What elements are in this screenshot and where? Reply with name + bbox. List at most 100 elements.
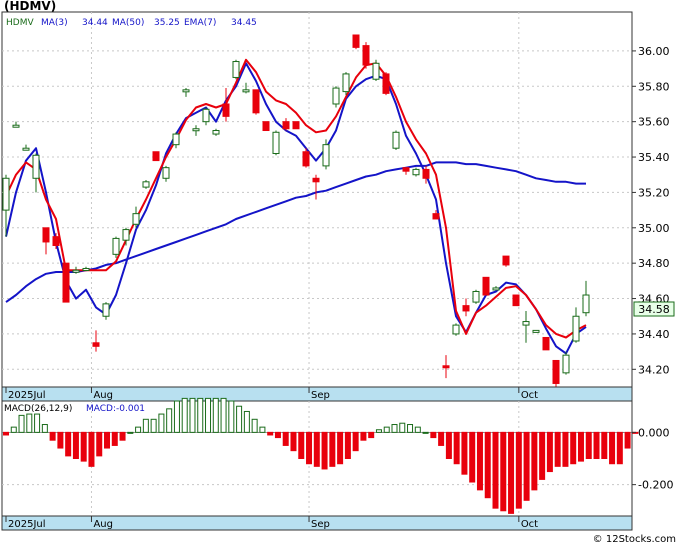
macd-bar [531,431,538,491]
candle-body [432,213,440,220]
macd-bar [438,431,445,446]
macd-bar [205,397,212,433]
macd-bar [500,431,507,512]
candle-body [262,121,270,132]
macd-bar [236,405,243,433]
macd-bar [197,397,204,433]
candle-body [332,87,340,105]
macd-bar [321,431,328,470]
price-ytick-label: 36.00 [638,45,670,58]
candle-body [222,103,230,117]
macd-bar [515,431,522,509]
candle-body [212,130,220,135]
candle-body [402,167,410,172]
price-candles [2,34,590,387]
candle-body [462,305,470,312]
candle-body [482,276,490,296]
legend-ema7-label: EMA(7) [184,18,216,28]
candle-body [102,303,110,317]
candle-body [472,290,480,303]
macd-bar [360,431,367,441]
macd-xtick-label: 2025Jul [8,519,46,530]
candle-body [32,154,40,179]
price-x-axis: 2025Jul Aug Sep Oct [5,387,538,401]
price-xtick-label: Oct [521,390,538,401]
price-y-axis: 36.0035.8035.6035.4035.2035.0034.8034.60… [632,45,670,376]
price-ytick-label: 35.20 [638,186,670,199]
macd-bar [562,431,569,467]
macd-bar [57,431,64,449]
macd-bar [484,431,491,499]
macd-bar [469,431,476,483]
price-ytick-label: 35.80 [638,80,670,93]
macd-xtick-label: Sep [311,519,330,530]
series-line-ema7 [5,58,587,339]
macd-bar [18,414,25,433]
candle-body [312,177,320,183]
macd-bar [228,400,235,433]
macd-bar [173,400,180,433]
candle-body [282,121,290,130]
macd-bar [593,431,600,460]
candle-body [112,237,120,255]
macd-bar [88,431,95,467]
candle-body [452,324,460,335]
macd-bar [259,426,266,433]
candle-body [82,267,90,271]
macd-value: MACD:-0.001 [86,404,145,414]
macd-bar [368,431,375,439]
macd-bars [3,397,639,514]
macd-bar [3,431,9,436]
candle-body [502,255,510,266]
macd-bar [492,431,499,509]
candle-body [292,121,300,130]
legend-ma3-value: 34.44 [82,18,108,28]
macd-bar [104,431,111,449]
price-xtick-label: Sep [311,390,330,401]
candle-body [342,73,350,93]
candle-body [202,108,210,123]
candle-body [12,124,20,128]
macd-bar [616,431,623,465]
price-ytick-label: 34.40 [638,328,670,341]
candle-body [512,294,520,307]
macd-bar [274,431,281,439]
macd-bar [430,431,437,439]
macd-bar [391,424,398,433]
macd-bar [337,431,344,465]
macd-bar [251,418,258,433]
candle-body [182,89,190,93]
macd-x-axis: 2025Jul Aug Sep Oct [5,516,538,530]
price-ytick-label: 35.40 [638,151,670,164]
candle-body [392,131,400,149]
candle-body [122,229,130,241]
candle-body [132,213,140,225]
macd-bar [49,431,56,441]
candle-body [522,321,530,326]
candle-body [232,61,240,78]
candle-body [412,168,420,176]
macd-bar [282,431,289,446]
candle-body [42,227,50,243]
price-grid [2,12,632,387]
candle-body [272,131,280,155]
legend-ema7-value: 34.45 [231,18,257,28]
macd-bar [407,424,414,433]
price-xtick-label: Aug [93,390,113,401]
macd-bar [26,413,33,433]
macd-xtick-label: Oct [521,519,538,530]
macd-bar [585,431,592,460]
candle-body [422,168,430,179]
candle-body [582,294,590,314]
macd-bar [111,431,118,446]
macd-bar [135,426,142,433]
candle-body [572,315,580,342]
price-ytick-label: 35.60 [638,116,670,129]
candle-body [352,34,360,48]
macd-bar [546,431,553,473]
macd-xtick-label: Aug [93,519,113,530]
ticker-title: (HDMV) [4,0,56,13]
candle-body [22,147,30,151]
macd-date-band [1,515,633,531]
candle-body [492,287,500,291]
